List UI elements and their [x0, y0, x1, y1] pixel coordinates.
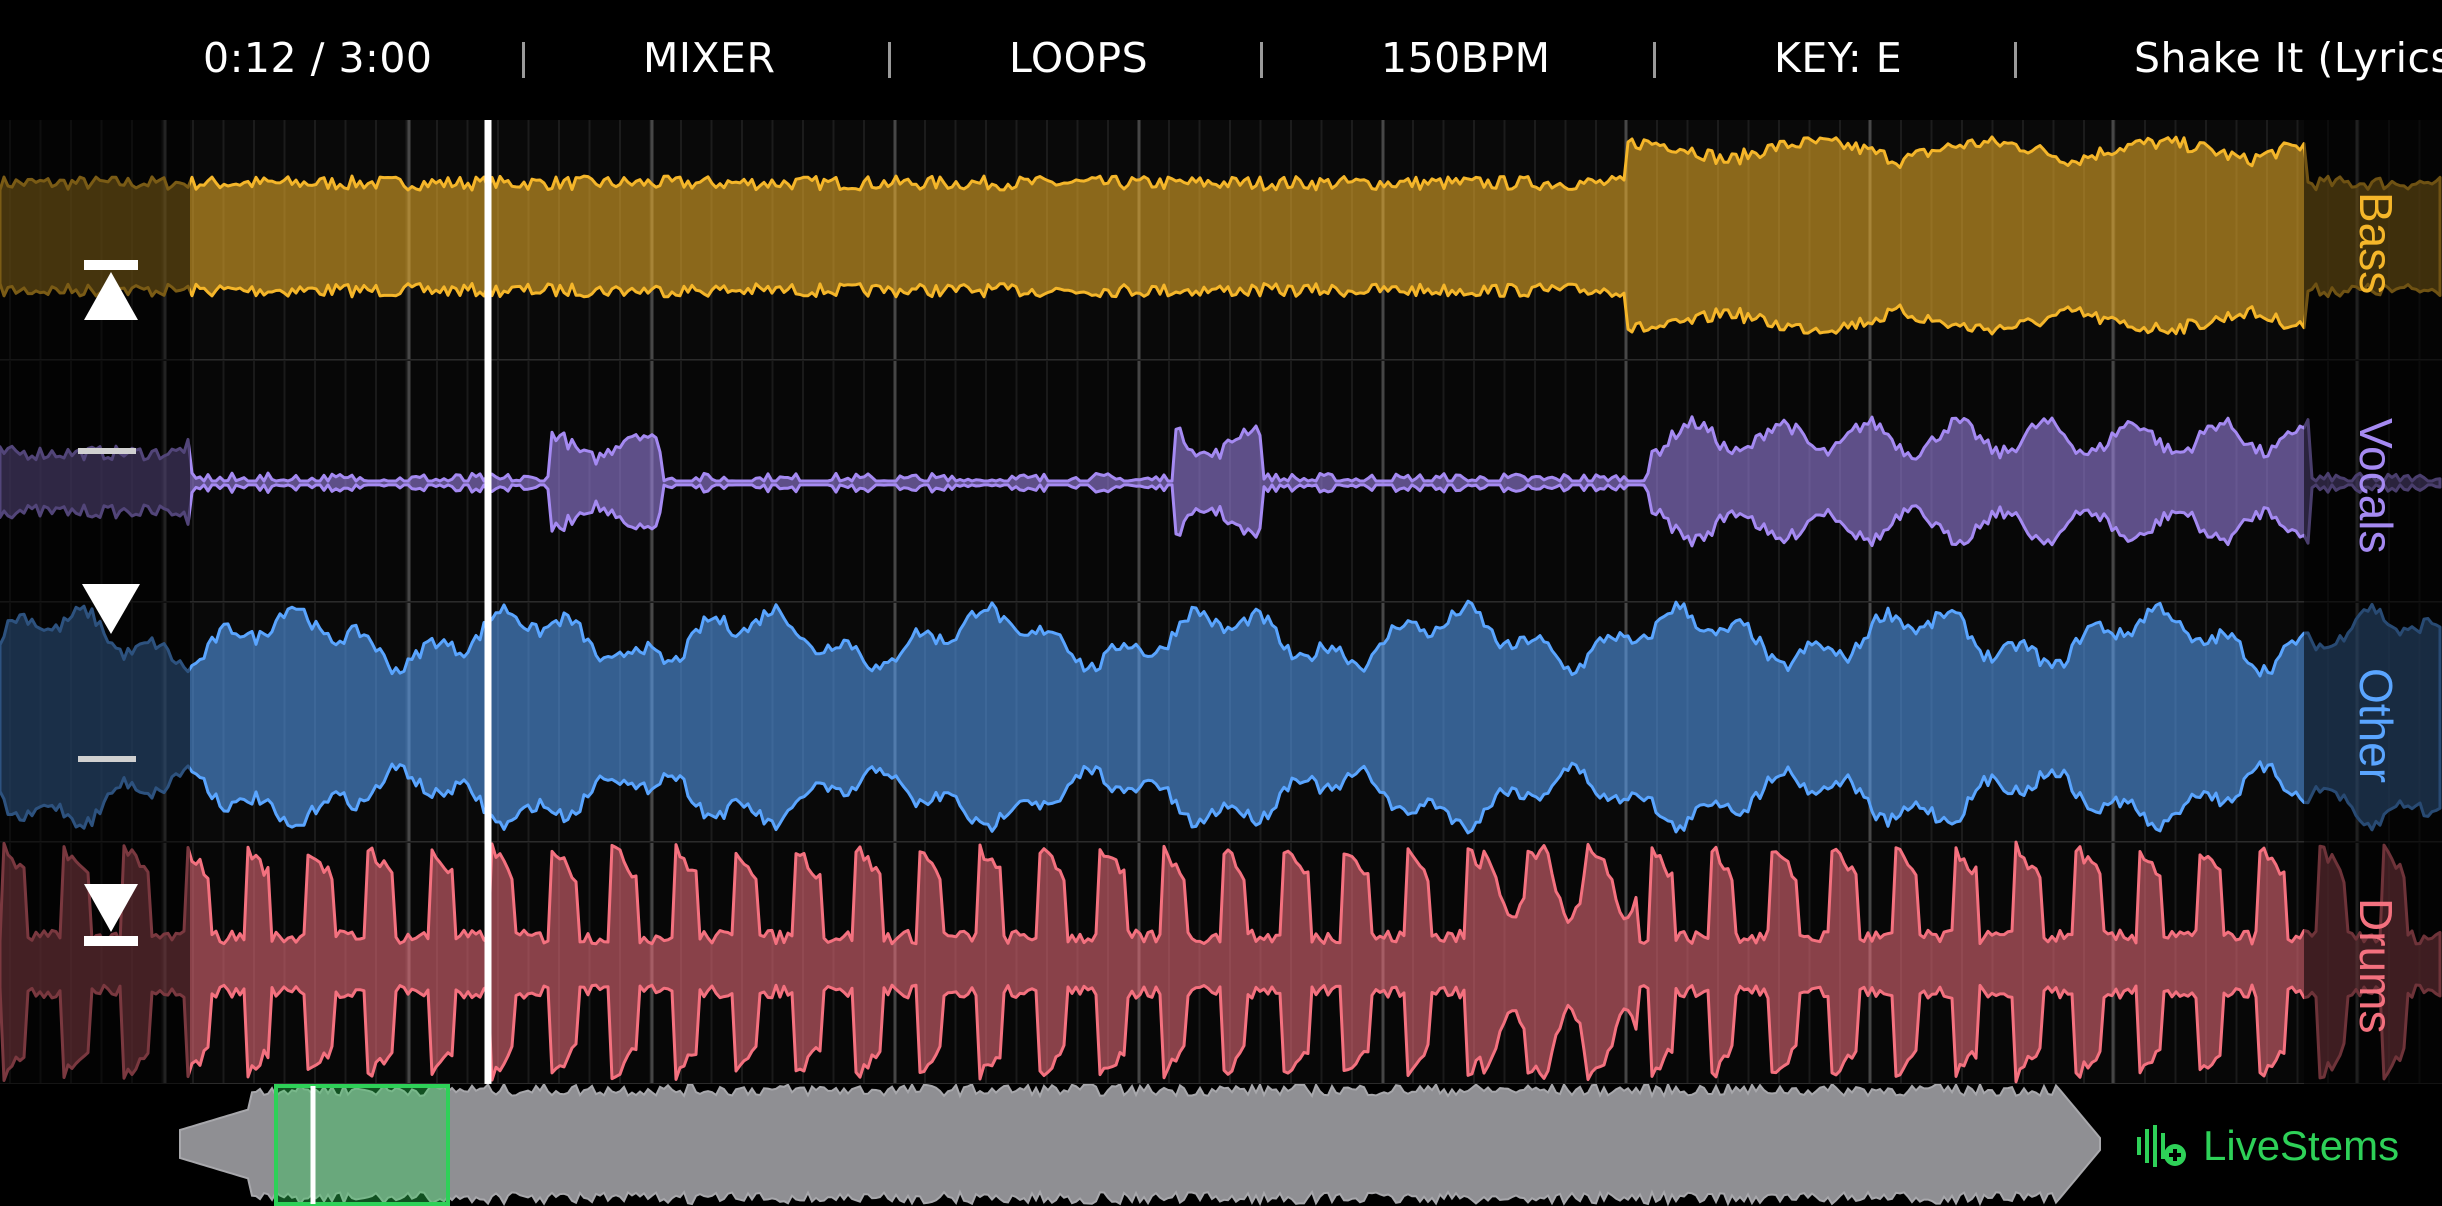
brand-logo: LiveStems — [2135, 1118, 2399, 1174]
time-display: 0:12 / 3:00 — [203, 34, 433, 82]
overview-selection[interactable] — [274, 1084, 450, 1206]
bpm-button[interactable]: 150BPM — [1381, 34, 1551, 82]
waveform-plus-icon — [2137, 1125, 2186, 1167]
bar-icon[interactable] — [76, 442, 138, 462]
overview-waveform[interactable] — [0, 1084, 2442, 1206]
stem-label-bass: Bass — [2350, 192, 2402, 295]
song-overview[interactable] — [0, 1084, 2442, 1206]
loops-button[interactable]: LOOPS — [1009, 34, 1149, 82]
move-to-bottom-icon[interactable] — [80, 880, 142, 950]
stems-canvas[interactable] — [0, 120, 2442, 1084]
top-bar: 0:12 / 3:00 MIXER LOOPS 150BPM KEY: E Sh… — [0, 0, 2442, 120]
overview-wave-shape — [179, 1084, 2101, 1206]
bar-icon[interactable] — [76, 750, 138, 770]
key-button[interactable]: KEY: E — [1774, 34, 1903, 82]
stem-label-drums: Drums — [2350, 898, 2402, 1034]
separator — [1653, 42, 1656, 78]
stem-waveforms — [0, 135, 2442, 1084]
song-title[interactable]: Shake It (Lyrics — [2134, 34, 2442, 82]
separator — [522, 42, 525, 78]
stem-label-other: Other — [2350, 668, 2402, 784]
mixer-button[interactable]: MIXER — [643, 34, 776, 82]
move-to-top-icon[interactable] — [80, 258, 142, 328]
stem-tracks[interactable]: Bass Vocals Other Drums — [0, 120, 2442, 1084]
separator — [1260, 42, 1263, 78]
separator — [888, 42, 891, 78]
triangle-down-icon[interactable] — [80, 580, 142, 636]
separator — [2014, 42, 2017, 78]
brand-name: LiveStems — [2203, 1122, 2400, 1169]
stem-label-vocals: Vocals — [2350, 418, 2402, 554]
